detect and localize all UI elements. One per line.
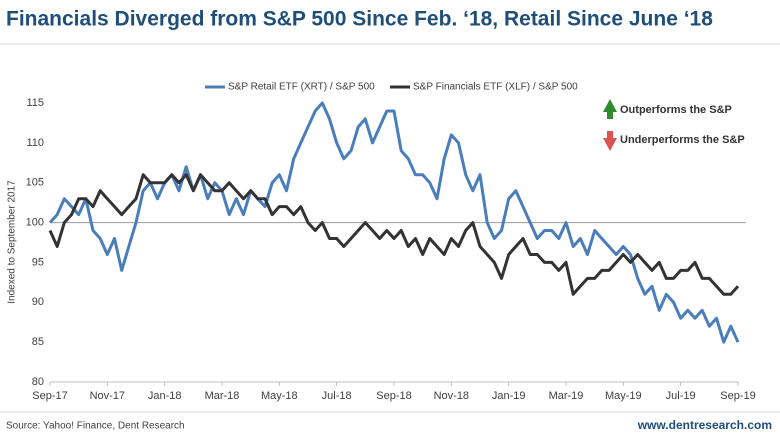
x-tick-label: Jul-18 (322, 390, 352, 402)
x-tick-label: May-18 (261, 390, 298, 402)
down-arrow (603, 131, 617, 151)
annotation: Underperforms the S&P (620, 134, 745, 146)
x-tick-label: Nov-18 (434, 390, 469, 402)
x-tick-label: Jul-19 (666, 390, 696, 402)
up-arrow (603, 99, 617, 119)
y-tick-label: 95 (32, 256, 44, 268)
y-tick-label: 100 (26, 216, 44, 228)
source: Source: Yahoo! Finance, Dent Research (6, 421, 185, 432)
x-tick-label: Mar-18 (205, 390, 240, 402)
y-tick-label: 90 (32, 296, 44, 308)
series-line (48, 173, 740, 296)
chart-title: Financials Diverged from S&P 500 Since F… (6, 8, 713, 31)
legend-label: S&P Retail ETF (XRT) / S&P 500 (228, 82, 375, 93)
y-tick-label: 80 (32, 376, 44, 388)
x-tick-label: Jan-19 (492, 390, 526, 402)
y-tick-label: 105 (26, 177, 44, 189)
legend-label: S&P Financials ETF (XLF) / S&P 500 (413, 82, 578, 93)
y-tick-label: 85 (32, 336, 44, 348)
x-tick-label: Jan-18 (148, 390, 182, 402)
x-tick-label: Sep-18 (376, 390, 411, 402)
website: www.dentresearch.com (637, 418, 772, 432)
y-axis-label: Indexed to September 2017 (7, 180, 18, 304)
x-tick-label: May-19 (605, 390, 642, 402)
x-tick-label: Sep-17 (32, 390, 67, 402)
annotation: Outperforms the S&P (620, 104, 732, 116)
x-tick-label: Sep-19 (720, 390, 755, 402)
x-tick-label: Mar-19 (549, 390, 584, 402)
x-tick-label: Nov-17 (90, 390, 125, 402)
y-tick-label: 115 (26, 97, 44, 109)
y-tick-label: 110 (26, 137, 44, 149)
